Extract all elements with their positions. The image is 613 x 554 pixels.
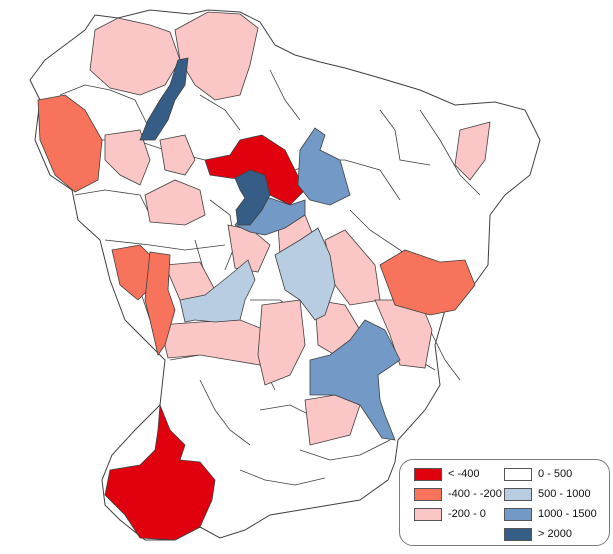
- legend-label: 1000 - 1500: [538, 508, 597, 520]
- legend-item: > 2000: [504, 526, 572, 542]
- legend-swatch: [504, 527, 532, 541]
- legend-swatch: [504, 487, 532, 501]
- legend-label: < -400: [448, 468, 480, 480]
- map-legend: < -400 -400 - -200 -200 - 0 0 - 500 500 …: [399, 459, 610, 546]
- legend-item: < -400: [414, 466, 480, 482]
- legend-swatch: [504, 507, 532, 521]
- regions-medium-blue: [234, 127, 401, 441]
- legend-item: 500 - 1000: [504, 486, 591, 502]
- regions-salmon: [37, 94, 476, 356]
- regions-light-blue: [179, 227, 336, 323]
- legend-label: > 2000: [538, 528, 572, 540]
- legend-item: 0 - 500: [504, 466, 572, 482]
- legend-label: 500 - 1000: [538, 488, 591, 500]
- regions-dark-blue: [139, 57, 271, 226]
- legend-swatch: [414, 507, 442, 521]
- legend-item: -400 - -200: [414, 486, 502, 502]
- legend-swatch: [504, 467, 532, 481]
- regions-red: [104, 134, 306, 541]
- legend-item: 1000 - 1500: [504, 506, 597, 522]
- legend-label: -400 - -200: [448, 488, 502, 500]
- regions-light-pink: [89, 11, 491, 446]
- legend-label: 0 - 500: [538, 468, 573, 480]
- legend-label: -200 - 0: [448, 508, 486, 520]
- legend-item: -200 - 0: [414, 506, 486, 522]
- legend-swatch: [414, 487, 442, 501]
- legend-swatch: [414, 467, 442, 481]
